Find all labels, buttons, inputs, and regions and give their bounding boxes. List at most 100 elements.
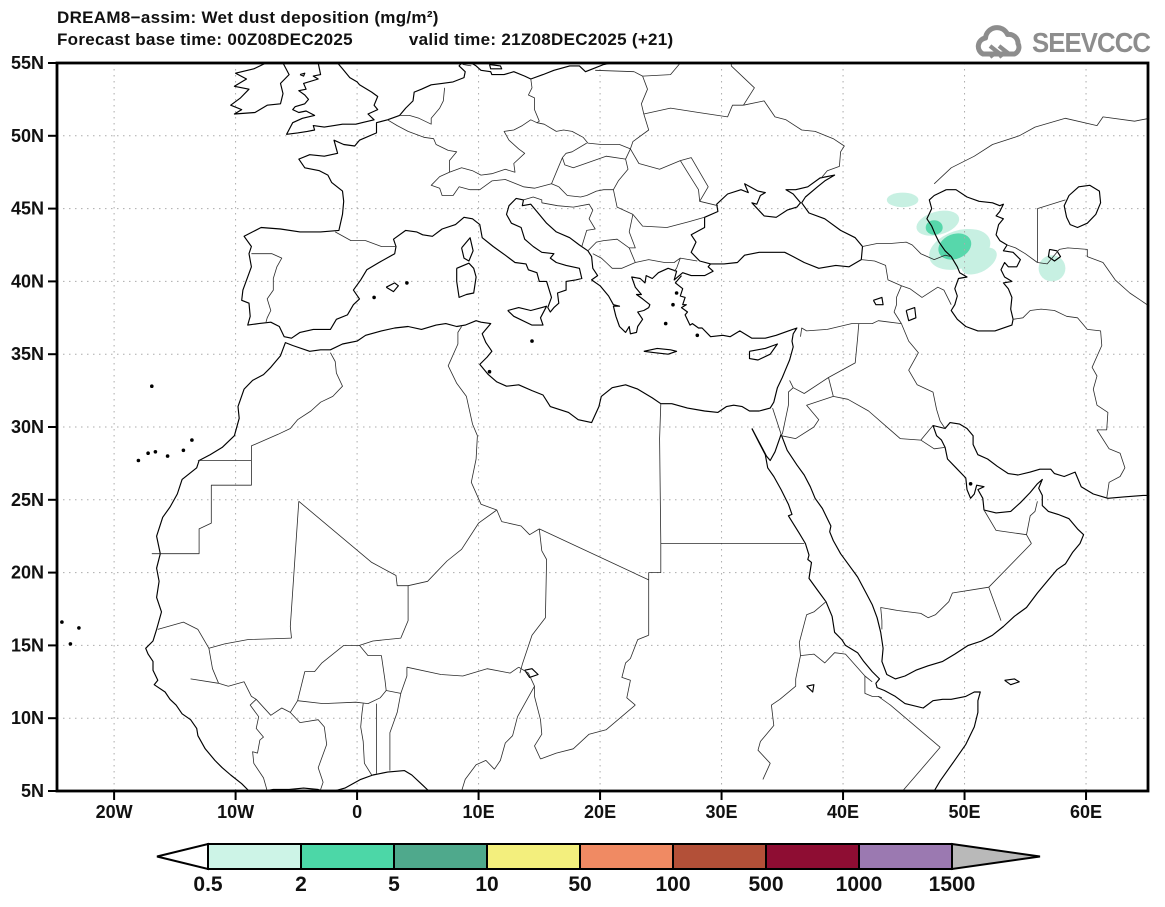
lat-tick-label: 35N xyxy=(11,344,44,364)
island xyxy=(60,620,64,624)
country-border xyxy=(798,601,827,656)
colorbar-over-arrow xyxy=(951,842,1041,871)
country-border xyxy=(621,634,649,706)
colorbar-label: 2 xyxy=(295,873,307,896)
country-border xyxy=(251,253,283,323)
colorbar-label: 50 xyxy=(568,873,591,896)
country-border xyxy=(536,122,631,150)
country-border xyxy=(781,377,834,439)
country-border xyxy=(673,257,681,272)
lon-tick-label: 20E xyxy=(584,802,616,822)
dust-patch xyxy=(961,247,997,275)
colorbar-cell xyxy=(486,843,581,870)
country-border xyxy=(893,285,902,324)
colorbar-cell xyxy=(672,843,767,870)
coastline xyxy=(333,770,430,792)
coastline xyxy=(643,347,678,355)
country-border xyxy=(1037,199,1066,209)
colorbar-label: 1000 xyxy=(836,873,883,896)
cloud-shape xyxy=(975,25,1022,57)
island xyxy=(190,438,194,442)
country-border xyxy=(430,171,559,196)
country-border xyxy=(880,586,989,630)
country-border xyxy=(449,78,540,176)
country-border xyxy=(387,119,458,173)
country-border xyxy=(151,460,252,555)
country-border xyxy=(861,259,902,287)
island xyxy=(68,642,73,646)
country-border xyxy=(878,696,941,748)
country-border xyxy=(218,681,268,792)
country-border xyxy=(255,699,328,790)
lat-tick-label: 15N xyxy=(11,635,44,655)
map-frame xyxy=(55,61,1150,793)
colorbar-cell xyxy=(858,843,953,870)
country-border xyxy=(643,104,744,118)
lon-tick-label: 20W xyxy=(96,802,133,822)
country-border xyxy=(461,686,535,792)
country-border xyxy=(558,159,629,198)
country-border xyxy=(587,238,630,252)
colorbar-under-arrow xyxy=(156,842,209,871)
colorbar-label: 5 xyxy=(388,873,400,896)
country-border xyxy=(613,189,705,228)
country-border xyxy=(635,257,698,263)
country-border xyxy=(988,543,1032,588)
country-border xyxy=(730,63,755,106)
colorbar-label: 100 xyxy=(655,873,690,896)
country-border xyxy=(781,380,794,435)
island xyxy=(372,295,376,300)
coastline xyxy=(488,63,503,70)
country-border xyxy=(743,100,845,179)
coastline xyxy=(385,282,399,293)
country-border xyxy=(933,116,1150,185)
country-border xyxy=(541,202,596,247)
country-border xyxy=(562,142,587,158)
island xyxy=(181,448,186,453)
lon-tick-label: 10W xyxy=(217,802,254,822)
country-border xyxy=(335,231,396,247)
lon-tick-label: 10E xyxy=(463,802,495,822)
country-border xyxy=(772,407,782,435)
country-border xyxy=(628,214,636,263)
coastline xyxy=(926,189,1021,332)
country-border xyxy=(519,528,547,674)
country-border xyxy=(757,655,801,780)
country-border xyxy=(157,621,292,649)
country-border xyxy=(540,704,636,760)
coastline xyxy=(806,684,815,693)
country-border xyxy=(462,64,472,67)
lat-tick-label: 40N xyxy=(11,271,44,291)
country-border xyxy=(360,703,373,776)
lat-tick-label: 10N xyxy=(11,708,44,728)
island xyxy=(153,450,158,454)
country-border xyxy=(251,352,343,461)
country-border xyxy=(551,157,563,184)
island xyxy=(165,454,170,458)
country-border xyxy=(297,690,387,704)
country-border xyxy=(901,285,952,305)
coastline xyxy=(299,72,306,77)
coastline xyxy=(461,237,474,262)
coastline xyxy=(507,305,548,326)
coastline xyxy=(230,62,290,115)
country-border xyxy=(389,693,402,771)
coastline xyxy=(241,62,714,339)
country-border xyxy=(833,396,934,441)
island xyxy=(136,458,141,463)
country-border xyxy=(1006,244,1038,263)
island xyxy=(77,626,81,630)
lon-tick-label: 60E xyxy=(1070,802,1102,822)
valid-time: valid time: 21Z08DEC2025 (+21) xyxy=(408,30,674,49)
country-border xyxy=(648,543,662,636)
island xyxy=(674,291,679,295)
country-border xyxy=(793,323,860,394)
dust-patch xyxy=(938,233,972,260)
lat-tick-label: 5N xyxy=(21,781,44,801)
lon-tick-label: 30E xyxy=(706,802,738,822)
island xyxy=(405,281,409,285)
seevccc-logo: SEEVCCC xyxy=(968,22,1160,64)
lon-tick-label: 0 xyxy=(352,802,362,822)
